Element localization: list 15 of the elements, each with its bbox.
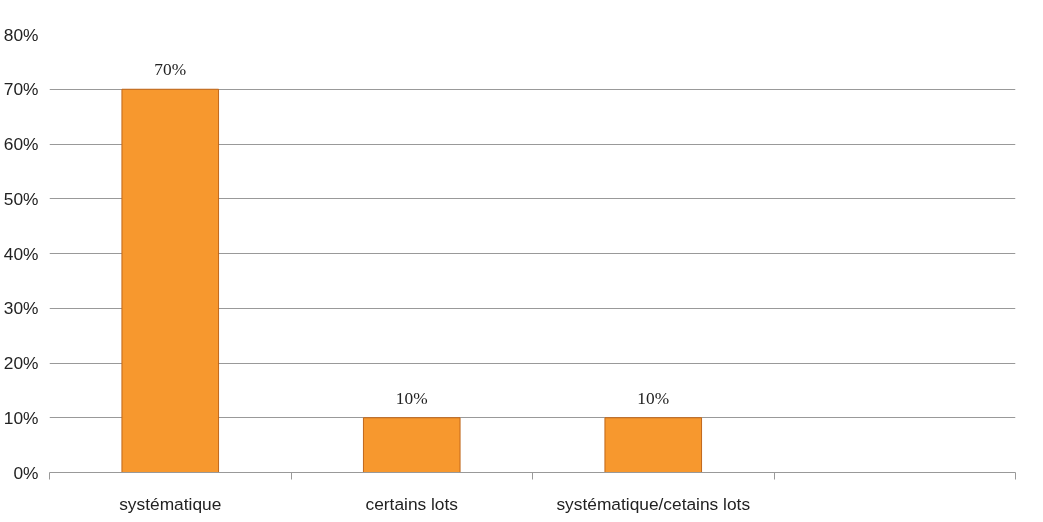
data-label: 70% xyxy=(154,60,187,80)
y-tick-label: 50% xyxy=(3,188,39,209)
y-tick-label: 60% xyxy=(3,134,39,154)
y-tick-label: 80% xyxy=(3,24,39,45)
y-tick-label: 30% xyxy=(3,298,39,319)
x-tick-label: systématique xyxy=(119,493,222,514)
data-label: 10% xyxy=(637,388,670,408)
x-tick-label: certains lots xyxy=(365,493,459,514)
y-tick-label: 40% xyxy=(3,243,39,264)
y-tick-label: 0% xyxy=(13,462,39,483)
y-tick-label: 10% xyxy=(3,407,39,428)
data-label: 10% xyxy=(395,388,428,408)
x-tick-label: systématique/cetains lots xyxy=(556,493,751,514)
y-tick-label: 20% xyxy=(3,353,39,373)
y-tick-label: 70% xyxy=(3,79,39,100)
